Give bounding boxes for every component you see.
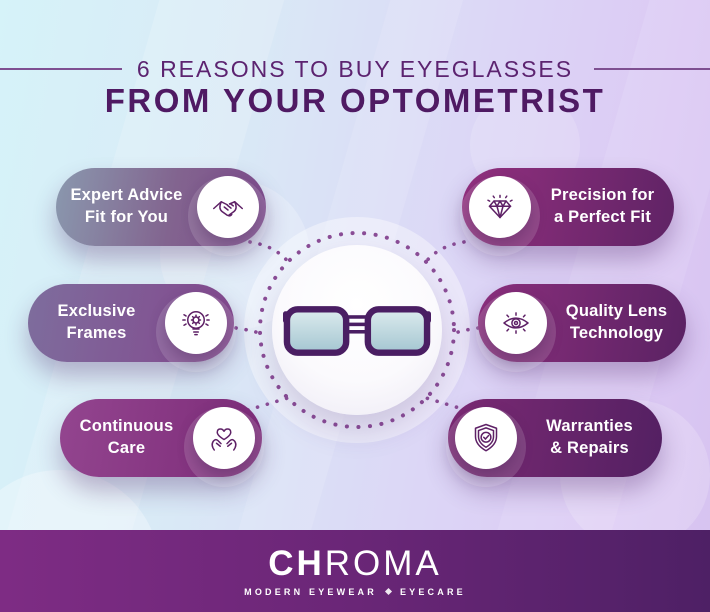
diamond-separator-icon xyxy=(384,587,392,596)
logo-text-bold: CH xyxy=(268,543,325,583)
tagline-left: MODERN EYEWEAR xyxy=(244,586,377,597)
pill-label: Expert Advice Fit for You xyxy=(70,186,183,226)
eyeglasses-illustration xyxy=(272,245,442,415)
footer-bar: CHROMA MODERN EYEWEAR EYECARE xyxy=(0,530,710,612)
pill-label: Continuous Care xyxy=(79,417,174,457)
pill-label: Quality Lens Technology xyxy=(565,302,668,342)
header-kicker: 6 REASONS TO BUY EYEGLASSES xyxy=(136,56,574,82)
footer-tagline: MODERN EYEWEAR EYECARE xyxy=(244,587,466,597)
page-title: FROM YOUR OPTOMETRIST xyxy=(104,82,606,119)
reason-pill-precision-fit: Precision for a Perfect Fit xyxy=(460,168,674,256)
reason-pill-continuous-care: Continuous Care xyxy=(60,399,264,487)
header-kicker-row: 6 REASONS TO BUY EYEGLASSES xyxy=(0,55,710,83)
diamond-icon xyxy=(460,176,540,256)
eyeglasses-icon xyxy=(283,306,431,356)
handshake-icon xyxy=(188,176,268,256)
reason-pill-warranties-repairs: Warranties & Repairs xyxy=(446,399,662,487)
reason-pill-quality-lens: Quality Lens Technology xyxy=(476,284,686,372)
pill-label: Warranties & Repairs xyxy=(546,417,633,457)
reason-pill-exclusive-frames: Exclusive Frames xyxy=(28,284,236,372)
logo-text-light: ROMA xyxy=(324,543,442,583)
bulb-gear-icon xyxy=(156,292,236,372)
shield-check-icon xyxy=(446,407,526,487)
tagline-right: EYECARE xyxy=(399,586,466,597)
eye-icon xyxy=(476,292,556,372)
pill-label: Precision for a Perfect Fit xyxy=(550,186,655,226)
reason-pill-expert-advice: Expert Advice Fit for You xyxy=(56,168,268,256)
header-rule-right xyxy=(594,68,710,70)
chroma-logo: CHROMA xyxy=(268,546,442,581)
header-rule-left xyxy=(0,68,122,70)
pill-label: Exclusive Frames xyxy=(57,302,136,342)
hands-heart-icon xyxy=(184,407,264,487)
